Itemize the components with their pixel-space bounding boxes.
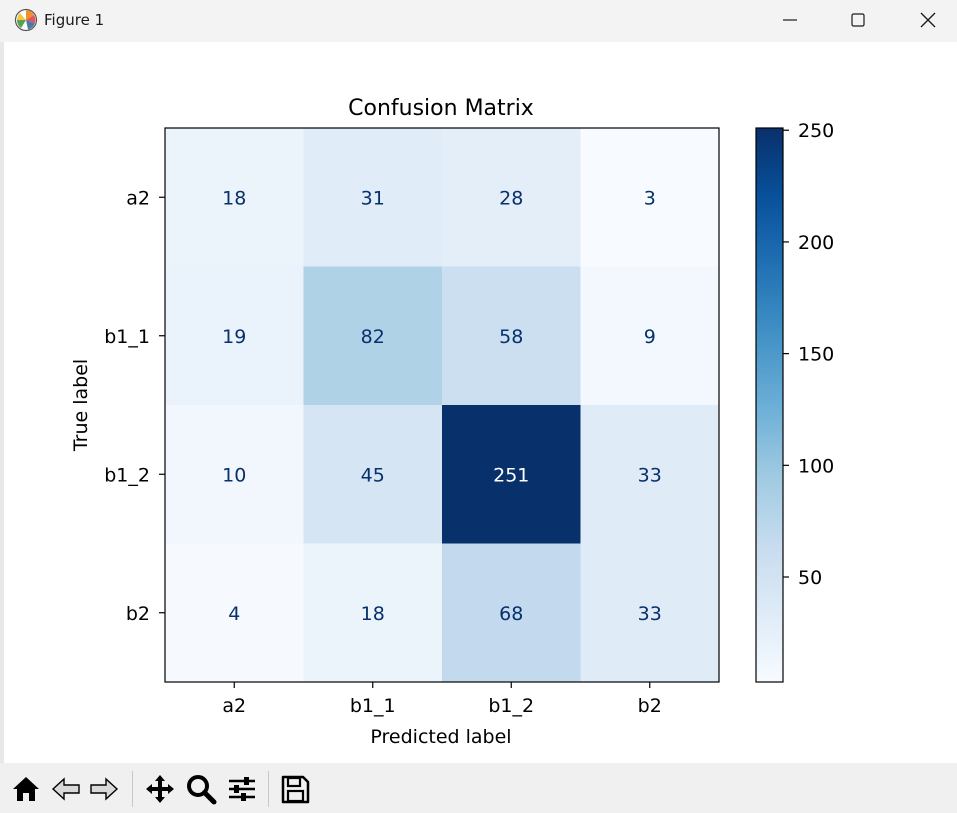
matrix-cell: [442, 543, 581, 683]
configure-subplots-button[interactable]: [224, 773, 260, 807]
x-tick-label: b1_2: [488, 695, 534, 717]
x-tick-label: b2: [638, 695, 662, 717]
matrix-cell: [442, 128, 581, 267]
forward-arrow-icon: [90, 777, 119, 801]
cell-value-label: 10: [222, 464, 246, 486]
configure-subplots-icon: [229, 777, 255, 801]
toolbar-separator: [132, 771, 133, 807]
matrix-cell: [165, 128, 304, 267]
toolbar-separator: [268, 771, 269, 807]
cell-value-label: 4: [228, 603, 240, 625]
maximize-icon: [851, 13, 865, 27]
maximize-button[interactable]: [823, 0, 893, 40]
save-icon: [281, 775, 310, 804]
colorbar-ticks: 50 100 150 200 250: [783, 120, 834, 589]
cell-value-label: 9: [644, 326, 656, 348]
navigation-toolbar: [0, 763, 957, 813]
cell-value-label: 28: [499, 187, 523, 209]
cell-value-label: 31: [361, 187, 385, 209]
cell-value-label: 3: [644, 187, 656, 209]
cell-value-label: 33: [638, 603, 662, 625]
cell-value-label: 251: [493, 464, 529, 486]
colorbar-tick-label: 200: [798, 232, 834, 254]
cell-value-label: 45: [361, 464, 385, 486]
cell-value-label: 82: [361, 326, 385, 348]
save-button[interactable]: [277, 773, 313, 807]
matrix-cell: [165, 405, 304, 544]
back-button[interactable]: [48, 773, 84, 807]
matrix-cell: [442, 266, 581, 406]
window-title: Figure 1: [44, 11, 105, 29]
plot-frame: [164, 127, 720, 683]
matrix-cell: [580, 405, 720, 544]
matrix-cells: 18 31 28 3 19 82 58 9 10 45 251 33 4 18 68 33: [165, 128, 720, 683]
x-axis-label: Predicted label: [370, 726, 511, 748]
close-button[interactable]: [893, 0, 957, 40]
y-tick-label: b2: [126, 603, 150, 625]
back-arrow-icon: [51, 777, 80, 801]
cell-value-label: 33: [638, 464, 662, 486]
x-tick-label: b1_1: [350, 695, 396, 717]
y-axis-ticks: a2 b1_1 b1_2 b2: [104, 187, 165, 625]
cell-value-label: 19: [222, 326, 246, 348]
cell-value-label: 18: [222, 187, 246, 209]
title-bar[interactable]: Figure 1: [0, 0, 957, 42]
matrix-cell: [303, 128, 443, 267]
matrix-cell: [580, 128, 720, 267]
y-axis-label: True label: [70, 359, 92, 452]
matrix-cell: [303, 543, 443, 683]
matplotlib-icon: [14, 8, 38, 32]
y-tick-label: b1_2: [104, 464, 150, 486]
zoom-icon: [187, 775, 217, 805]
cell-value-label: 18: [361, 603, 385, 625]
y-tick-label: a2: [126, 187, 150, 209]
matrix-cell: [580, 543, 720, 683]
colorbar: [755, 127, 784, 683]
zoom-button[interactable]: [183, 773, 219, 807]
close-icon: [920, 12, 936, 28]
cell-value-label: 58: [499, 326, 523, 348]
matrix-cell: [303, 266, 443, 406]
minimize-button[interactable]: [755, 0, 825, 40]
minimize-icon: [783, 19, 797, 21]
home-icon: [13, 777, 39, 801]
matrix-cell: [303, 405, 443, 544]
colorbar-tick-label: 100: [798, 455, 834, 477]
pan-icon: [146, 775, 174, 803]
matrix-cell: [580, 266, 720, 406]
matrix-cell: [165, 266, 304, 406]
y-tick-label: b1_1: [104, 326, 150, 348]
pan-button[interactable]: [142, 773, 178, 807]
window-left-edge: [0, 42, 4, 813]
forward-button[interactable]: [86, 773, 122, 807]
colorbar-tick-label: 50: [798, 567, 822, 589]
x-tick-label: a2: [222, 695, 246, 717]
colorbar-tick-label: 250: [798, 120, 834, 142]
matrix-cell: [442, 405, 581, 544]
x-axis-ticks: a2 b1_1 b1_2 b2: [222, 682, 662, 717]
home-button[interactable]: [8, 773, 44, 807]
matrix-cell: [165, 543, 304, 683]
cell-value-label: 68: [499, 603, 523, 625]
colorbar-tick-label: 150: [798, 344, 834, 366]
confusion-matrix-chart: Confusion Matrix 18 31 28 3 19 82 58 9 10 45 251 33…: [70, 96, 834, 748]
chart-title: Confusion Matrix: [348, 96, 534, 121]
